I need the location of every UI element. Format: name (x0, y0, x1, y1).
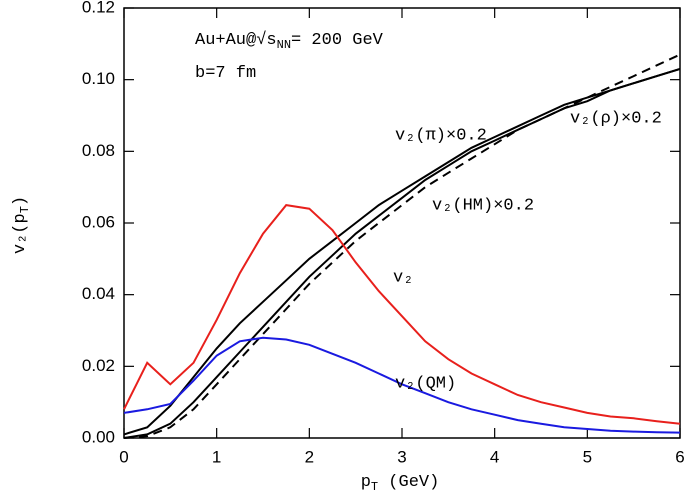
annotation: b=7 fm (195, 64, 256, 83)
series-label: v₂(π)×0.2 (395, 126, 487, 145)
text-part: b=7 fm (195, 64, 256, 83)
x-tick-label: 4 (490, 447, 499, 466)
x-tick-label: 2 (305, 447, 314, 466)
text-part: Au+Au@√s (195, 30, 277, 50)
text-part: = 200 GeV (291, 31, 384, 50)
y-axis-label: v₂(pT) (11, 196, 32, 254)
text-part: p (361, 473, 371, 492)
x-tick-label: 5 (583, 447, 592, 466)
y-tick-label: 0.08 (82, 141, 115, 160)
x-axis-label: pT (GeV) (361, 473, 440, 494)
x-tick-label: 3 (397, 447, 406, 466)
x-tick-label: 0 (119, 447, 128, 466)
series-line (123, 53, 681, 439)
series-label: v₂(QM) (395, 374, 456, 393)
y-tick-label: 0.12 (82, 0, 115, 16)
y-tick-label: 0.00 (82, 427, 115, 446)
text-part: v₂(p (11, 213, 30, 254)
series-label: v₂ (393, 268, 413, 287)
y-tick-label: 0.04 (82, 284, 115, 303)
series-line (123, 67, 681, 439)
subscript: T (18, 206, 32, 213)
subscript: T (371, 480, 378, 494)
series-label: v₂(HM)×0.2 (432, 196, 534, 215)
x-tick-label: 6 (675, 447, 684, 466)
series-line (123, 67, 681, 436)
y-tick-label: 0.02 (82, 356, 115, 375)
text-part: (GeV) (378, 473, 439, 492)
y-tick-label: 0.06 (82, 212, 115, 231)
annotation: Au+Au@√sNN= 200 GeV (195, 30, 384, 52)
text-part: ) (11, 196, 30, 206)
series-line (123, 204, 681, 425)
series-line (123, 336, 681, 434)
subscript: NN (277, 38, 291, 52)
y-tick-label: 0.10 (82, 69, 115, 88)
series-label: v₂(ρ)×0.2 (570, 109, 662, 128)
x-tick-label: 1 (212, 447, 221, 466)
